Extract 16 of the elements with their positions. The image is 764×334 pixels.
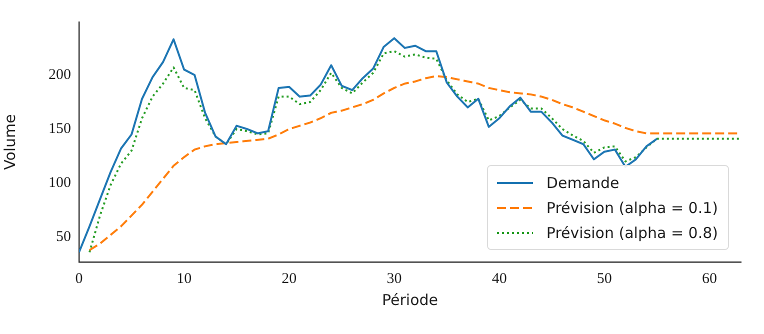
- x-tick-label: 60: [702, 270, 717, 287]
- x-tick-label: 0: [75, 270, 83, 287]
- y-tick-label: 50: [56, 229, 71, 246]
- x-tick-label: 30: [386, 270, 402, 287]
- y-tick-label: 150: [48, 120, 71, 137]
- y-tick-label: 200: [48, 66, 71, 83]
- legend-label: Prévision (alpha = 0.8): [546, 224, 718, 242]
- legend-label: Prévision (alpha = 0.1): [546, 198, 718, 216]
- y-axis-title: Volume: [0, 114, 19, 170]
- x-tick-label: 40: [492, 270, 507, 287]
- x-axis-title: Période: [382, 290, 438, 309]
- y-tick-label: 100: [48, 175, 71, 192]
- x-tick-label: 50: [596, 270, 612, 287]
- x-tick-label: 10: [176, 270, 192, 287]
- legend-label: Demande: [546, 174, 620, 192]
- x-tick-label: 20: [282, 270, 297, 287]
